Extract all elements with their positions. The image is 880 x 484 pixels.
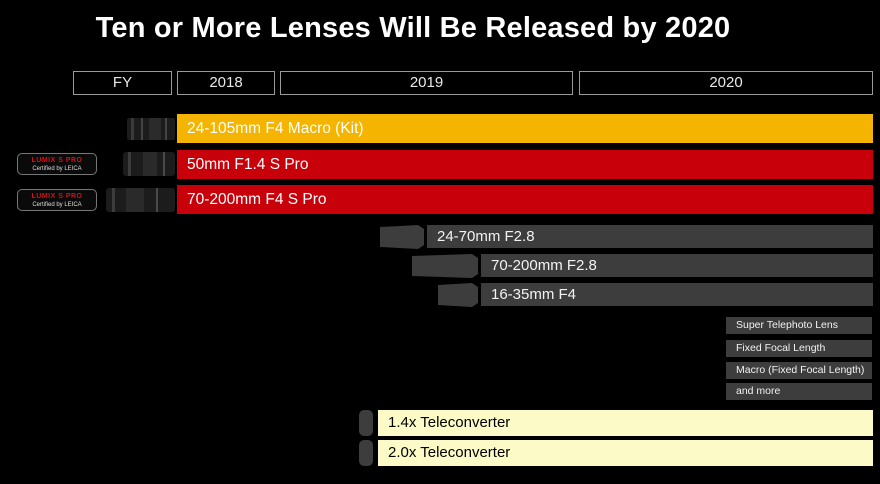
teleconverter-icon xyxy=(359,440,373,466)
lumix-s-pro-badge: LUMIX S PRO Certified by LEICA xyxy=(17,189,97,211)
bar-50mm-s-pro: 50mm F1.4 S Pro xyxy=(177,150,873,179)
badge-cert-text: Certified by LEICA xyxy=(32,166,82,172)
bar-kit-lens: 24-105mm F4 Macro (Kit) xyxy=(177,114,873,143)
lens-silhouette-icon xyxy=(412,254,478,278)
badge-brand-text: LUMIX S PRO xyxy=(31,157,83,164)
teleconverter-icon xyxy=(359,410,373,436)
bar-super-telephoto: Super Telephoto Lens xyxy=(726,317,872,334)
bar-2-0x-teleconverter: 2.0x Teleconverter xyxy=(378,440,873,466)
s50-lens-icon xyxy=(123,152,175,176)
fy-header: FY xyxy=(73,71,172,95)
lumix-s-pro-badge: LUMIX S PRO Certified by LEICA xyxy=(17,153,97,175)
bar-24-70mm-f2-8: 24-70mm F2.8 xyxy=(427,225,873,248)
bar-fixed-focal-length: Fixed Focal Length xyxy=(726,340,872,357)
bar-70-200mm-f2-8: 70-200mm F2.8 xyxy=(481,254,873,277)
bar-1-4x-teleconverter: 1.4x Teleconverter xyxy=(378,410,873,436)
year-2019-header: 2019 xyxy=(280,71,573,95)
bar-70-200mm-f4-s-pro: 70-200mm F4 S Pro xyxy=(177,185,873,214)
badge-cert-text: Certified by LEICA xyxy=(32,202,82,208)
badge-brand-text: LUMIX S PRO xyxy=(31,193,83,200)
lens-silhouette-icon xyxy=(438,283,478,307)
year-2018-header: 2018 xyxy=(177,71,275,95)
lens-silhouette-icon xyxy=(380,225,424,249)
page-title: Ten or More Lenses Will Be Released by 2… xyxy=(95,12,731,44)
kit-lens-icon xyxy=(127,118,175,140)
year-2020-header: 2020 xyxy=(579,71,873,95)
bar-16-35mm-f4: 16-35mm F4 xyxy=(481,283,873,306)
bar-and-more: and more xyxy=(726,383,872,400)
bar-macro: Macro (Fixed Focal Length) xyxy=(726,362,872,379)
s70200-lens-icon xyxy=(106,188,175,212)
